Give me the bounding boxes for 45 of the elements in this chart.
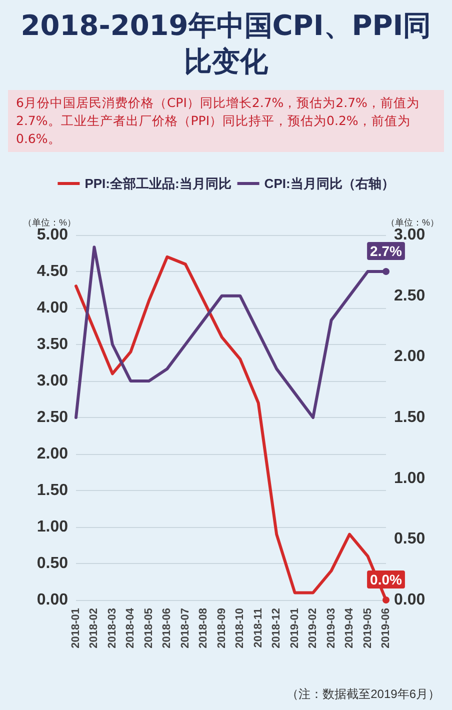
- x-tick-label: 2018-12: [270, 608, 283, 648]
- y-tick-label: 4.50: [36, 263, 68, 280]
- y-tick-label: 4.00: [36, 300, 68, 316]
- x-tick-label: 2018-02: [88, 608, 100, 648]
- x-tick-label: 2018-05: [142, 608, 155, 648]
- x-tick-label: 2019-06: [380, 608, 392, 648]
- y-tick-label: 0.00: [36, 592, 68, 608]
- x-tick-label: 2019-03: [325, 608, 338, 648]
- x-tick-label: 2018-07: [179, 608, 192, 648]
- x-tick-label: 2018-10: [234, 608, 246, 648]
- y2-tick-label: 3.00: [394, 226, 426, 244]
- legend-label: PPI:全部工业品:当月同比: [84, 176, 232, 191]
- chart-subtitle: 6月份中国居民消费价格（CPI）同比增长2.7%，预估为2.7%，前值为2.7%。工业生产者出厂价格（PPI）同比持平，预估为0.2%，前值为0.6%。: [8, 90, 444, 152]
- x-tick-label: 2019-02: [307, 608, 320, 648]
- x-tick-label: 2018-03: [106, 608, 118, 648]
- y-tick-label: 1.50: [36, 482, 68, 499]
- y2-tick-label: 0.00: [394, 592, 426, 608]
- x-tick-label: 2018-09: [216, 608, 228, 648]
- y-tick-label: 5.00: [36, 226, 68, 244]
- y2-tick-label: 1.50: [394, 409, 426, 426]
- x-tick-label: 2019-04: [344, 607, 356, 648]
- y-tick-label: 0.50: [36, 555, 68, 572]
- y2-tick-label: 2.50: [394, 287, 426, 304]
- x-tick-label: 2018-11: [252, 608, 264, 648]
- y-tick-label: 1.00: [36, 518, 68, 536]
- text: （注：数据截至2019年6月）: [286, 687, 440, 701]
- y-axis-title: （单位：%）: [22, 218, 76, 228]
- y2-tick-label: 1.00: [394, 470, 426, 487]
- x-tick-label: 2019-05: [362, 608, 374, 648]
- chart-title: 2018-2019年中国CPI、PPI同比变化: [20, 8, 432, 80]
- x-tick-label: 2018-06: [161, 608, 174, 648]
- y2-tick-label: 2.00: [394, 348, 426, 366]
- legend-label: CPI:当月同比（右轴）: [264, 176, 394, 191]
- y-tick-label: 3.00: [36, 372, 68, 390]
- y-tick-label: 2.50: [36, 409, 68, 426]
- y-tick-label: 2.00: [36, 446, 68, 462]
- x-tick-label: 2019-01: [288, 608, 301, 648]
- x-tick-label: 2018-01: [70, 608, 82, 648]
- y-tick-label: 3.50: [36, 336, 68, 353]
- y2-tick-label: 0.50: [394, 530, 426, 548]
- data-label: 2.7%: [370, 243, 402, 259]
- y2-axis-title: （单位：%）: [386, 218, 440, 228]
- x-tick-label: 2018-08: [198, 608, 210, 648]
- data-label: 0.0%: [370, 572, 402, 588]
- x-tick-label: 2018-04: [124, 607, 137, 648]
